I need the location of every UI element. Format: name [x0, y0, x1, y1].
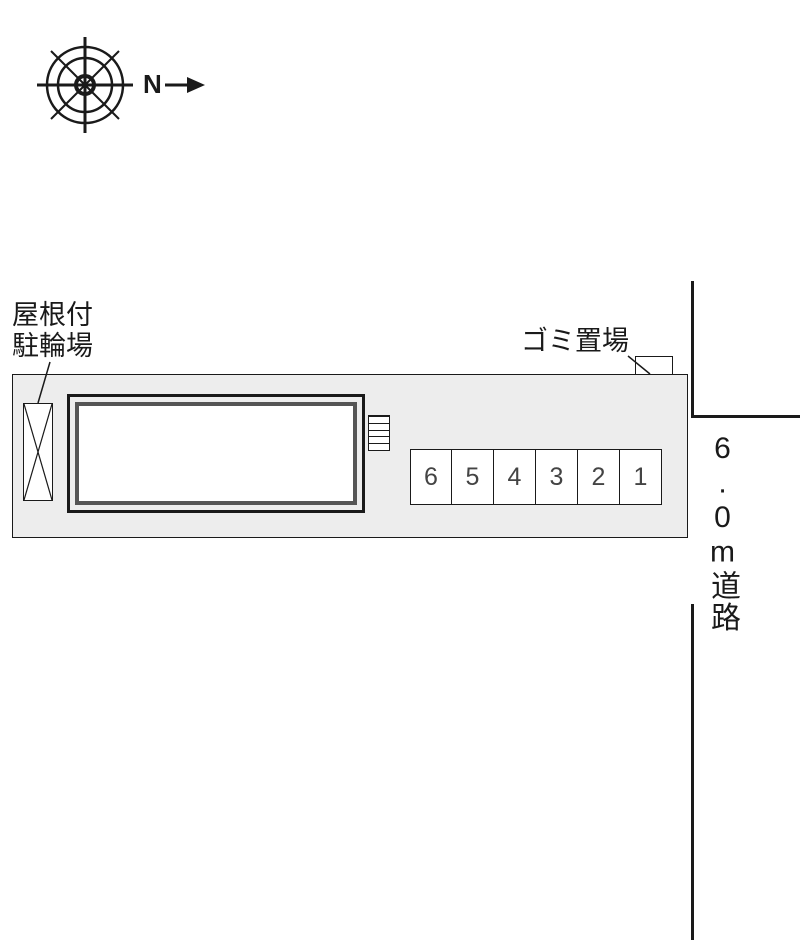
- bike-leader-line: [0, 0, 800, 940]
